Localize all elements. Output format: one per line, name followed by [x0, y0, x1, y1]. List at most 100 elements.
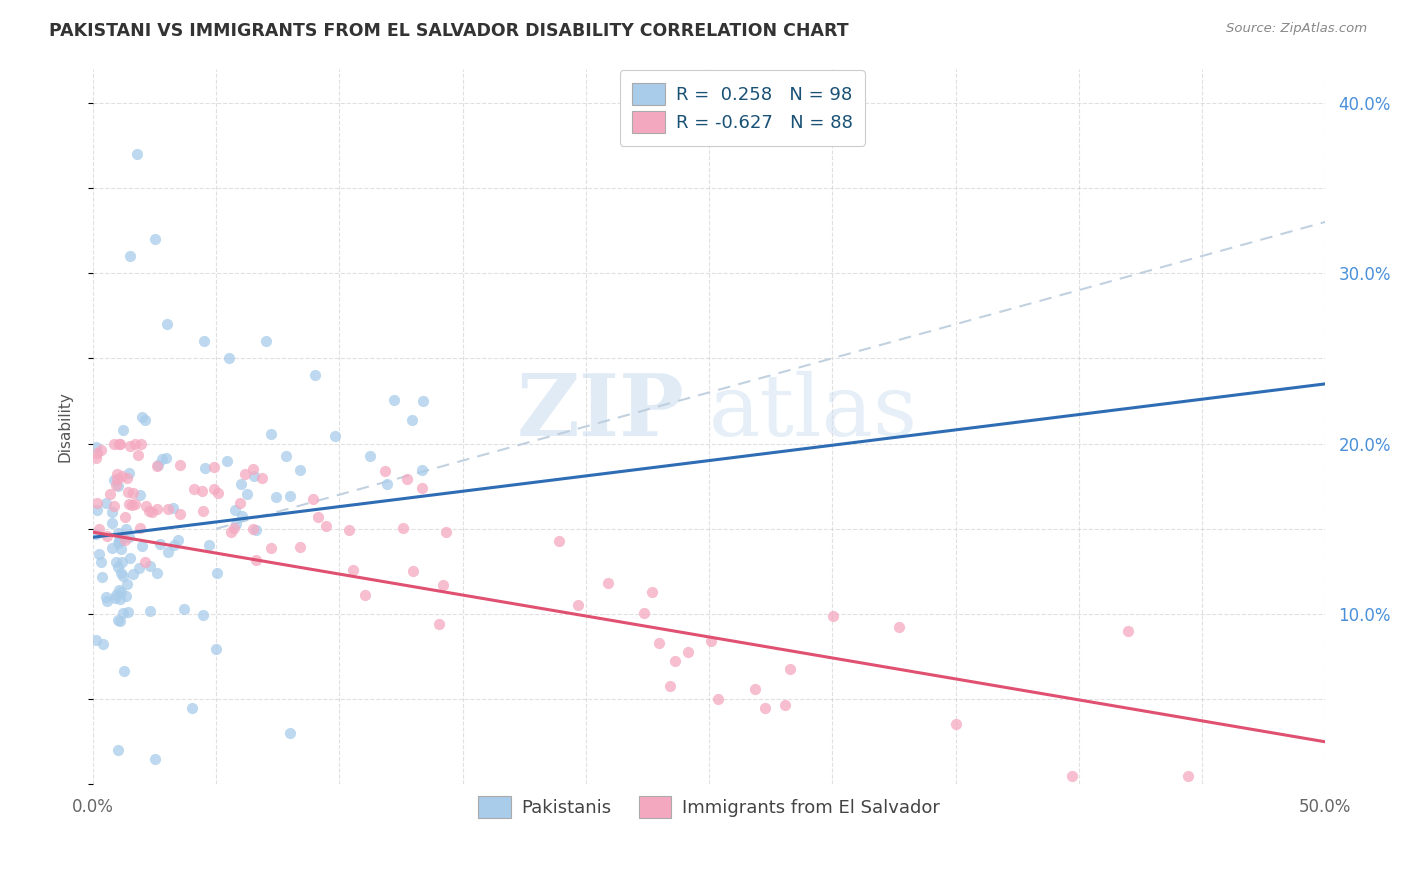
Point	[596, 575, 619, 590]
Point	[779, 662, 801, 676]
Point	[96, 594, 118, 608]
Point	[157, 501, 180, 516]
Point	[401, 413, 423, 427]
Point	[103, 474, 125, 488]
Point	[180, 700, 202, 714]
Point	[115, 471, 138, 485]
Point	[121, 498, 143, 512]
Point	[434, 525, 457, 540]
Point	[145, 501, 167, 516]
Point	[290, 541, 312, 555]
Point	[191, 608, 214, 623]
Point	[90, 570, 112, 584]
Point	[215, 454, 238, 468]
Point	[108, 436, 131, 450]
Point	[120, 439, 142, 453]
Point	[242, 462, 264, 476]
Point	[101, 541, 124, 555]
Point	[202, 459, 225, 474]
Point	[823, 609, 845, 624]
Point	[103, 436, 125, 450]
Point	[128, 561, 150, 575]
Point	[218, 351, 240, 366]
Point	[301, 492, 323, 507]
Point	[243, 469, 266, 483]
Point	[167, 533, 190, 548]
Point	[110, 591, 132, 606]
Point	[304, 368, 326, 383]
Point	[228, 495, 250, 509]
Point	[108, 583, 131, 598]
Point	[648, 635, 671, 649]
Point	[229, 476, 252, 491]
Point	[86, 446, 108, 460]
Point	[337, 523, 360, 537]
Point	[124, 497, 146, 511]
Point	[117, 485, 139, 500]
Point	[117, 605, 139, 619]
Point	[105, 588, 128, 602]
Point	[193, 504, 215, 518]
Point	[118, 497, 141, 511]
Point	[260, 427, 283, 442]
Point	[155, 451, 177, 466]
Point	[118, 249, 141, 263]
Point	[107, 526, 129, 541]
Point	[105, 467, 128, 481]
Point	[90, 443, 112, 458]
Point	[191, 483, 214, 498]
Point	[101, 505, 124, 519]
Point	[375, 477, 398, 491]
Point	[143, 752, 166, 766]
Point	[115, 589, 138, 603]
Point	[432, 578, 454, 592]
Y-axis label: Disability: Disability	[58, 391, 72, 462]
Point	[94, 496, 117, 510]
Point	[145, 458, 167, 473]
Point	[773, 698, 796, 713]
Text: ZIP: ZIP	[517, 370, 685, 454]
Point	[231, 509, 253, 524]
Point	[141, 505, 163, 519]
Point	[96, 529, 118, 543]
Point	[134, 413, 156, 427]
Point	[89, 547, 111, 561]
Point	[143, 232, 166, 246]
Point	[124, 436, 146, 450]
Point	[107, 613, 129, 627]
Point	[664, 654, 686, 668]
Point	[105, 555, 128, 569]
Point	[117, 466, 139, 480]
Point	[149, 537, 172, 551]
Point	[139, 604, 162, 618]
Point	[222, 521, 245, 535]
Point	[384, 392, 406, 407]
Point	[131, 409, 153, 424]
Point	[411, 481, 433, 495]
Point	[1177, 769, 1199, 783]
Point	[288, 462, 311, 476]
Point	[112, 423, 135, 437]
Point	[111, 569, 134, 583]
Point	[107, 560, 129, 574]
Point	[91, 637, 114, 651]
Point	[198, 538, 221, 552]
Point	[110, 585, 132, 599]
Point	[110, 614, 132, 628]
Point	[1116, 624, 1139, 638]
Point	[156, 317, 179, 331]
Point	[548, 534, 571, 549]
Point	[205, 566, 228, 580]
Point	[86, 496, 108, 510]
Point	[254, 334, 277, 349]
Point	[112, 606, 135, 620]
Point	[103, 499, 125, 513]
Point	[145, 566, 167, 580]
Point	[427, 616, 450, 631]
Point	[105, 472, 128, 486]
Point	[707, 691, 730, 706]
Text: PAKISTANI VS IMMIGRANTS FROM EL SALVADOR DISABILITY CORRELATION CHART: PAKISTANI VS IMMIGRANTS FROM EL SALVADOR…	[49, 22, 849, 40]
Point	[221, 525, 243, 540]
Point	[245, 553, 267, 567]
Point	[233, 467, 256, 481]
